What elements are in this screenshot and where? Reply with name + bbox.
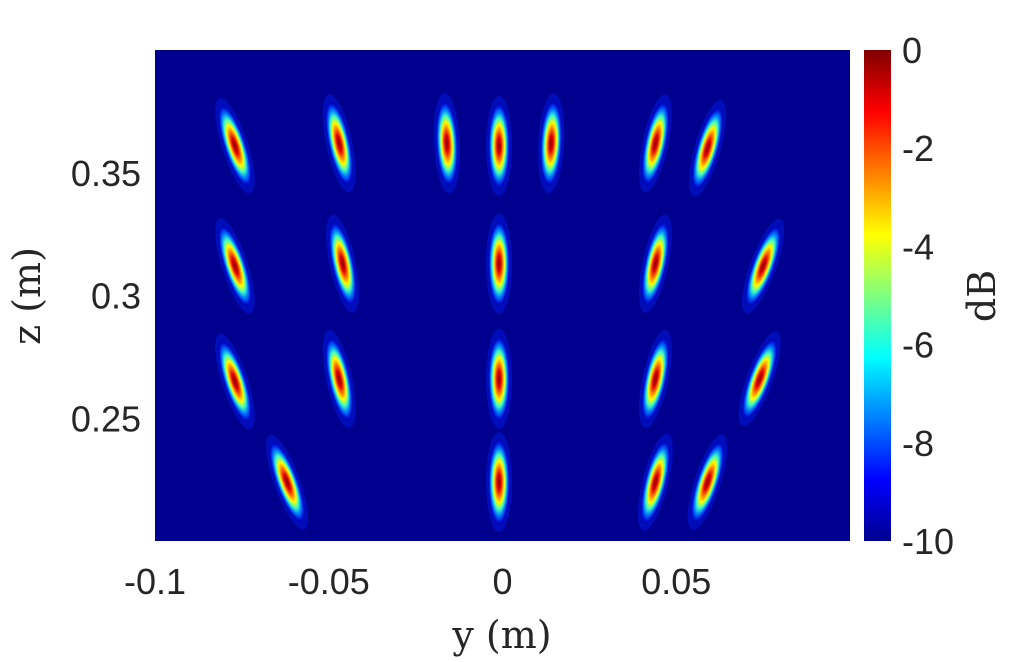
hotspot-5 <box>539 99 563 188</box>
colorbar-tick-label: -6 <box>902 325 934 366</box>
hotspot-1 <box>217 103 253 188</box>
hotspot-17 <box>741 337 778 421</box>
y-axis-ticks: 0.25 0.3 0.35 <box>71 153 141 440</box>
colorbar-tick-label: 0 <box>902 30 922 71</box>
x-axis-ticks: -0.1 -0.05 0 0.05 <box>124 561 711 602</box>
heatmap-hotspots <box>215 93 785 533</box>
colorbar-tick-label: -8 <box>902 423 934 464</box>
colorbar-tick-label: -10 <box>902 521 954 562</box>
hotspot-12 <box>744 224 782 308</box>
hotspot-6 <box>641 100 670 187</box>
y-tick-label: 0.35 <box>71 153 141 194</box>
hotspot-4 <box>488 101 511 190</box>
hotspot-9 <box>328 220 357 307</box>
hotspot-19 <box>488 438 511 527</box>
hotspot-7 <box>691 105 724 191</box>
hotspot-10 <box>488 219 511 308</box>
hotspot-3 <box>435 99 459 188</box>
colorbar-label: dB <box>960 270 1004 322</box>
hotspot-16 <box>641 335 670 423</box>
hotspot-11 <box>641 220 670 307</box>
hotspot-2 <box>325 100 354 187</box>
x-tick-label: 0 <box>492 561 512 602</box>
hotspot-20 <box>640 439 671 525</box>
hotspot-14 <box>325 335 354 423</box>
x-tick-label: -0.1 <box>124 561 186 602</box>
x-tick-label: 0.05 <box>641 561 711 602</box>
hotspot-15 <box>488 334 511 423</box>
x-axis-label: y (m) <box>451 613 551 657</box>
hotspot-8 <box>217 224 253 309</box>
hotspot-13 <box>217 339 253 424</box>
hotspot-18 <box>268 440 306 524</box>
y-axis-label: z (m) <box>5 247 49 345</box>
x-tick-label: -0.05 <box>288 561 370 602</box>
hotspot-21 <box>690 440 725 525</box>
colorbar-tick-label: -4 <box>902 226 934 267</box>
colorbar-ticks: 0 -2 -4 -6 -8 -10 <box>902 30 954 562</box>
colorbar-tick-label: -2 <box>902 128 934 169</box>
colorbar <box>864 50 891 541</box>
y-tick-label: 0.3 <box>91 276 141 317</box>
y-tick-label: 0.25 <box>71 398 141 439</box>
